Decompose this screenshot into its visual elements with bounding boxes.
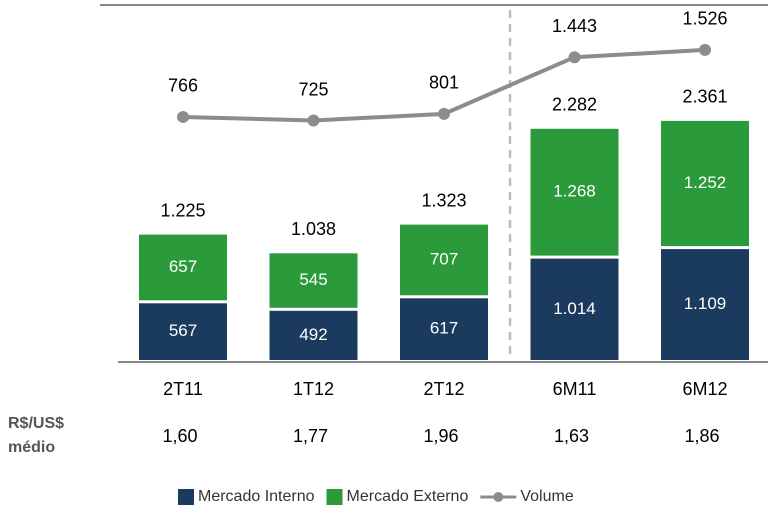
total-label: 1.323: [421, 190, 466, 210]
legend-swatch: [493, 492, 504, 502]
bar-segment: [139, 234, 227, 301]
x-tick-label: 6M12: [682, 379, 727, 399]
rate-label: R$/US$: [8, 415, 64, 432]
bar-segment: [139, 303, 227, 360]
bar-label: 1.252: [684, 173, 727, 192]
bar-segment: [530, 258, 619, 360]
rate-value: 1,63: [554, 426, 589, 446]
bar-segment: [661, 120, 749, 247]
bar-segment: [661, 249, 749, 360]
volume-label: 1.526: [682, 9, 727, 29]
rate-label: médio: [8, 439, 55, 456]
bar-label: 1.109: [684, 294, 727, 313]
volume-point: [177, 110, 189, 123]
total-label: 2.361: [682, 87, 727, 107]
volume-point: [307, 114, 320, 127]
legend-label: Mercado Externo: [347, 488, 469, 505]
bar-segment: [269, 253, 358, 308]
legend-label: Mercado Interno: [198, 488, 315, 505]
rate-value: 1,77: [293, 426, 328, 446]
rate-value: 1,86: [684, 426, 719, 446]
legend-swatch: [178, 489, 194, 505]
x-tick-label: 1T12: [293, 379, 334, 399]
bar-label: 1.014: [553, 299, 596, 318]
volume-point: [438, 107, 450, 120]
bar-segment: [400, 298, 488, 360]
volume-point: [699, 43, 711, 56]
bar-label: 1.268: [553, 182, 596, 201]
bar-label: 492: [299, 325, 327, 344]
bar-label: 657: [169, 257, 197, 276]
total-label: 1.038: [291, 219, 336, 239]
volume-point: [568, 51, 581, 64]
bar-label: 617: [430, 319, 458, 338]
bar-label: 545: [299, 270, 327, 289]
volume-label: 801: [429, 73, 459, 93]
bar-segment: [400, 224, 488, 296]
bar-segment: [269, 310, 358, 360]
total-label: 2.282: [552, 95, 597, 115]
bar-segment: [530, 128, 619, 256]
bar-label: 707: [430, 249, 458, 268]
x-tick-label: 2T11: [163, 379, 203, 399]
x-tick-label: 2T12: [423, 379, 464, 399]
volume-label: 1.443: [552, 16, 597, 36]
rate-value: 1,96: [423, 426, 458, 446]
rate-value: 1,60: [162, 426, 197, 446]
volume-label: 725: [298, 79, 328, 99]
legend-label: Volume: [520, 488, 573, 505]
total-label: 1.225: [160, 200, 205, 220]
volume-label: 766: [168, 76, 198, 96]
bar-label: 567: [169, 321, 197, 340]
legend-swatch: [326, 489, 343, 505]
x-tick-label: 6M11: [553, 379, 597, 399]
